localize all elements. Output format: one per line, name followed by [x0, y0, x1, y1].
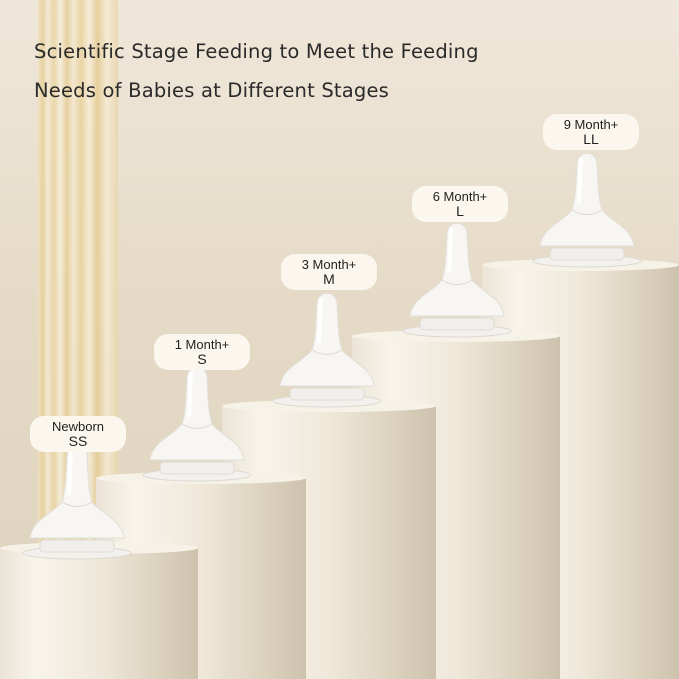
- nipple-teat-icon: [22, 440, 132, 560]
- stage-age: Newborn: [51, 419, 105, 434]
- nipple-teat-icon: [272, 288, 382, 408]
- nipple-teat-icon: [532, 148, 642, 268]
- stage-label-1-month: 1 Month+ S: [154, 334, 250, 370]
- headline-line-1: Scientific Stage Feeding to Meet the Fee…: [34, 40, 479, 63]
- stage-age: 1 Month+: [174, 337, 230, 352]
- stage-label-3-month: 3 Month+ M: [281, 254, 377, 290]
- stage-age: 6 Month+: [432, 189, 488, 204]
- stage-age: 9 Month+: [563, 117, 619, 132]
- nipple-teat-icon: [402, 218, 512, 338]
- stage-size: S: [197, 351, 207, 367]
- stage-size: M: [323, 271, 335, 287]
- stage-size: LL: [583, 131, 599, 147]
- stage-label-9-month: 9 Month+ LL: [543, 114, 639, 150]
- stage-label-newborn: Newborn SS: [30, 416, 126, 452]
- headline-line-2: Needs of Babies at Different Stages: [34, 79, 390, 102]
- stage-size: L: [456, 203, 464, 219]
- stage-age: 3 Month+: [301, 257, 357, 272]
- stage-size: SS: [68, 433, 88, 449]
- pillar-newborn: [0, 542, 198, 679]
- stage-label-6-month: 6 Month+ L: [412, 186, 508, 222]
- nipple-teat-icon: [142, 362, 252, 482]
